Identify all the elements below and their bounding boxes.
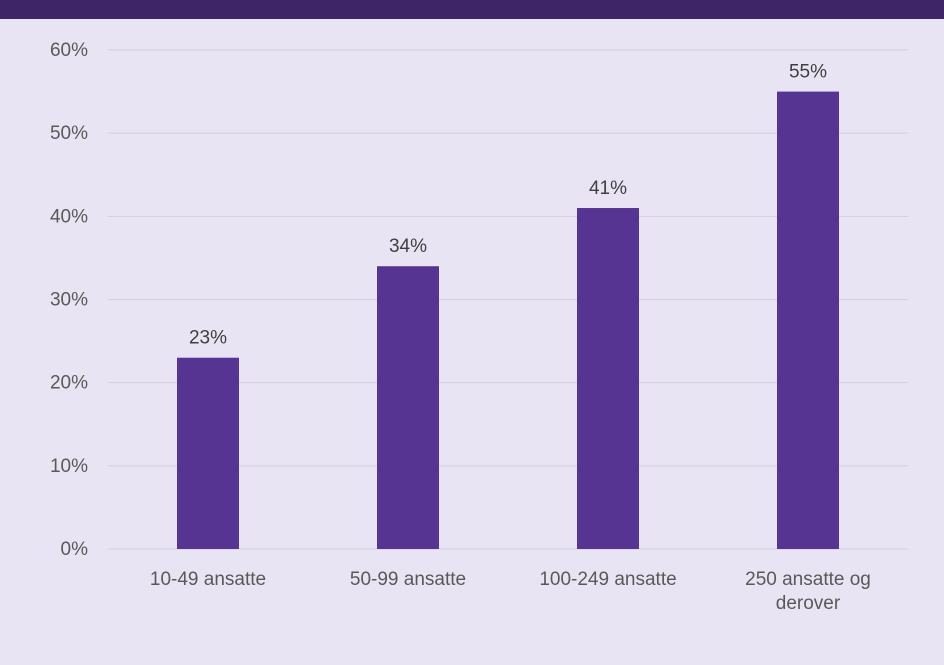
- data-label: 41%: [589, 178, 627, 199]
- data-label: 23%: [189, 328, 227, 349]
- data-labels: 23% 34% 41% 55%: [189, 62, 827, 349]
- y-tick-label: 10%: [50, 456, 88, 477]
- x-axis-labels: 10-49 ansatte 50-99 ansatte 100-249 ansatt…: [150, 569, 871, 614]
- y-tick-label: 30%: [50, 290, 88, 311]
- header-bar: [0, 0, 944, 19]
- x-tick-label: 10-49 ansatte: [150, 569, 266, 590]
- x-tick-label: 250 ansatte og: [745, 569, 871, 590]
- y-axis-labels: 0% 10% 20% 30% 40% 50% 60%: [50, 40, 88, 560]
- x-tick-label: 100-249 ansatte: [539, 569, 676, 590]
- x-tick-label: 50-99 ansatte: [350, 569, 466, 590]
- y-tick-label: 50%: [50, 123, 88, 144]
- y-tick-label: 40%: [50, 206, 88, 227]
- bar: [777, 91, 839, 549]
- data-label: 55%: [789, 62, 827, 83]
- bar: [177, 357, 239, 549]
- data-label: 34%: [389, 236, 427, 257]
- gridlines: [108, 49, 908, 550]
- bars: [177, 91, 839, 549]
- bar: [377, 266, 439, 549]
- y-tick-label: 60%: [50, 40, 88, 61]
- x-tick-label: derover: [776, 593, 841, 614]
- y-tick-label: 20%: [50, 373, 88, 394]
- bar: [577, 208, 639, 549]
- y-tick-label: 0%: [61, 539, 89, 560]
